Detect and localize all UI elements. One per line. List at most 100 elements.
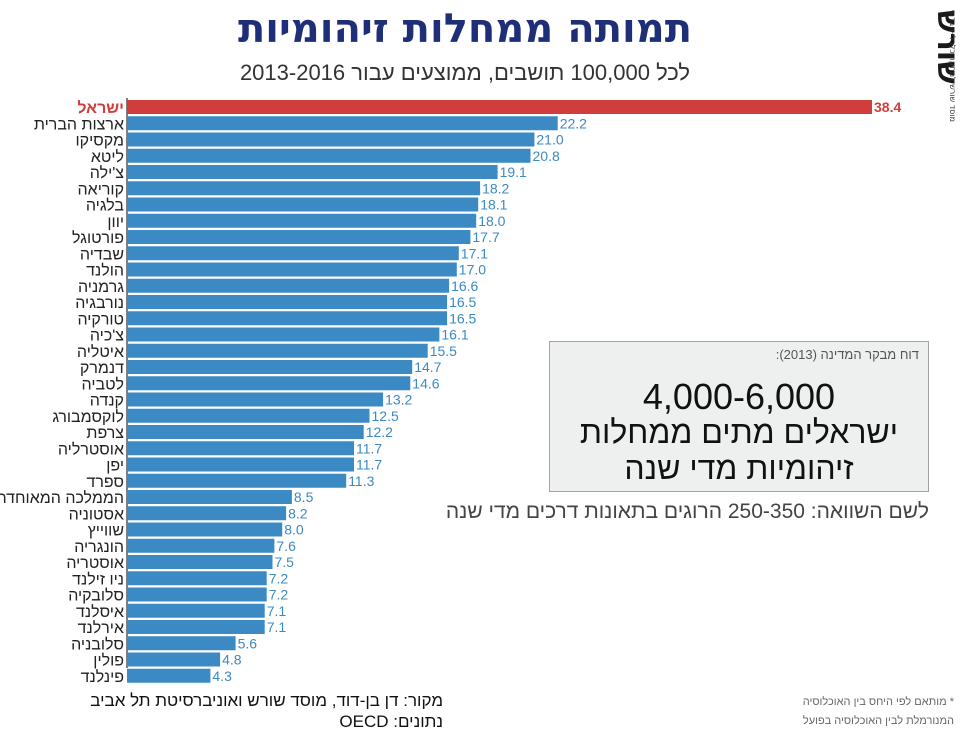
value-label-30: 7.2	[269, 587, 289, 603]
category-label-12: נורבגיה	[75, 295, 124, 312]
bar-4	[127, 165, 498, 179]
value-label-1: 22.2	[560, 115, 587, 131]
bar-10	[127, 262, 457, 277]
bar-6	[127, 197, 479, 212]
bar-16	[127, 360, 413, 374]
category-label-33: סלובניה	[71, 635, 124, 653]
value-label-31: 7.1	[267, 603, 287, 619]
value-label-23: 11.3	[348, 473, 374, 489]
value-label-26: 8.0	[284, 522, 304, 538]
bar-3	[127, 148, 531, 163]
value-label-29: 7.2	[269, 570, 289, 586]
logo-tagline: מוסד שורש למחקר כלכלי-חברתי	[948, 10, 956, 122]
category-label-1: ארצות הברית	[34, 116, 124, 133]
bar-11	[127, 278, 450, 293]
category-label-4: צ'ילה	[90, 164, 125, 182]
category-label-16: דנמרק	[80, 360, 124, 377]
source-line: מקור: דן בן-דוד, מוסד שורש ואוניברסיטת ת…	[90, 691, 443, 710]
category-label-9: שבדיה	[80, 246, 124, 263]
value-label-9: 17.1	[461, 245, 488, 261]
category-label-17: לטביה	[82, 375, 124, 393]
value-label-10: 17.0	[459, 262, 486, 278]
bar-14	[127, 327, 440, 342]
bar-18	[127, 392, 384, 407]
value-label-13: 16.5	[449, 310, 476, 326]
bar-9	[127, 246, 459, 261]
value-label-33: 5.6	[238, 635, 258, 651]
category-label-15: איטליה	[77, 343, 124, 361]
bar-22	[127, 457, 354, 472]
chart-title: תמותה ממחלות זיהומיות	[237, 6, 693, 52]
category-label-30: סלובקיה	[68, 587, 124, 605]
bar-32	[127, 620, 265, 634]
bar-23	[127, 473, 347, 488]
bar-33	[127, 636, 236, 651]
value-label-19: 12.5	[372, 408, 399, 424]
value-label-7: 18.0	[478, 213, 505, 229]
category-label-7: יוון	[107, 214, 124, 231]
bar-21	[127, 441, 354, 456]
bar-35	[127, 668, 211, 683]
category-label-23: ספרד	[86, 474, 124, 491]
bar-29	[127, 571, 267, 586]
value-label-14: 16.1	[441, 327, 468, 343]
category-label-13: טורקיה	[77, 311, 124, 328]
category-label-20: צרפת	[86, 425, 124, 442]
footnote: * מותאם לפי היחס בין האוכלוסיה המנורמלת …	[803, 693, 954, 731]
category-label-6: בלגיה	[86, 197, 125, 215]
value-label-5: 18.2	[482, 180, 509, 196]
value-label-12: 16.5	[449, 294, 476, 310]
category-label-2: מקסיקו	[75, 133, 124, 150]
bar-15	[127, 343, 428, 358]
bar-17	[127, 376, 411, 391]
bar-27	[127, 538, 275, 553]
category-label-5: קוריאה	[78, 181, 124, 198]
category-label-22: יפן	[106, 458, 124, 475]
category-label-14: צ'כיה	[90, 328, 124, 345]
value-label-3: 20.8	[533, 148, 560, 164]
footnote-line-2: המנורמלת לבין האוכלוסיה בפועל	[802, 715, 954, 727]
category-label-32: אירלנד	[78, 619, 124, 637]
category-label-26: שווייץ	[88, 523, 124, 540]
value-label-25: 8.2	[288, 505, 308, 521]
bar-24	[127, 490, 292, 504]
bar-13	[127, 311, 448, 326]
category-label-11: גרמניה	[78, 279, 124, 296]
callout-headline: 4,000-6,000	[642, 376, 836, 417]
category-label-19: לוקסמבורג	[52, 408, 124, 426]
bar-12	[127, 295, 448, 309]
logo-wordmark: שורש	[930, 10, 956, 84]
category-label-18: קנדה	[90, 393, 124, 410]
value-label-35: 4.3	[212, 668, 232, 684]
category-label-24: הממלכה המאוחדת	[0, 489, 124, 507]
category-label-34: פולין	[93, 652, 124, 670]
bar-7	[127, 213, 477, 228]
bar-30	[127, 587, 267, 602]
shoresh-logo-icon: שורש מוסד שורש למחקר כלכלי-חברתי	[930, 10, 960, 122]
value-label-17: 14.6	[412, 375, 439, 391]
bar-5	[127, 181, 481, 196]
category-label-25: אסטוניה	[69, 506, 124, 523]
value-label-2: 21.0	[536, 132, 563, 148]
callout-line-3: זיהומיות מדי שנה	[624, 450, 854, 486]
footnote-line-1: * מותאם לפי היחס בין האוכלוסיה	[802, 696, 954, 708]
bar-1	[127, 116, 558, 131]
source-block: מקור: דן בן-דוד, מוסד שורש ואוניברסיטת ת…	[90, 690, 443, 732]
bar-0	[127, 100, 872, 114]
category-label-27: הונגריה	[74, 539, 124, 556]
value-label-21: 11.7	[356, 440, 382, 456]
category-label-21: אוסטרליה	[58, 440, 124, 458]
category-label-3: ליטא	[91, 148, 124, 166]
value-label-32: 7.1	[267, 619, 287, 635]
comparison-note: לשם השוואה: 250-350 הרוגים בתאונות דרכים…	[445, 500, 929, 523]
chart-subtitle: לכל 100,000 תושבים, ממוצעים עבור 2013-20…	[239, 60, 691, 85]
bar-25	[127, 506, 287, 521]
callout-box: דוח מבקר המדינה (2013): 4,000-6,000 ישרא…	[549, 341, 929, 492]
category-label-31: איסלנד	[76, 603, 124, 621]
logo: שורש מוסד שורש למחקר כלכלי-חברתי	[898, 8, 960, 126]
category-label-10: הולנד	[86, 262, 124, 280]
callout-line-2: ישראלים מתים ממחלות	[579, 414, 899, 450]
value-label-0: 38.4	[874, 99, 901, 115]
